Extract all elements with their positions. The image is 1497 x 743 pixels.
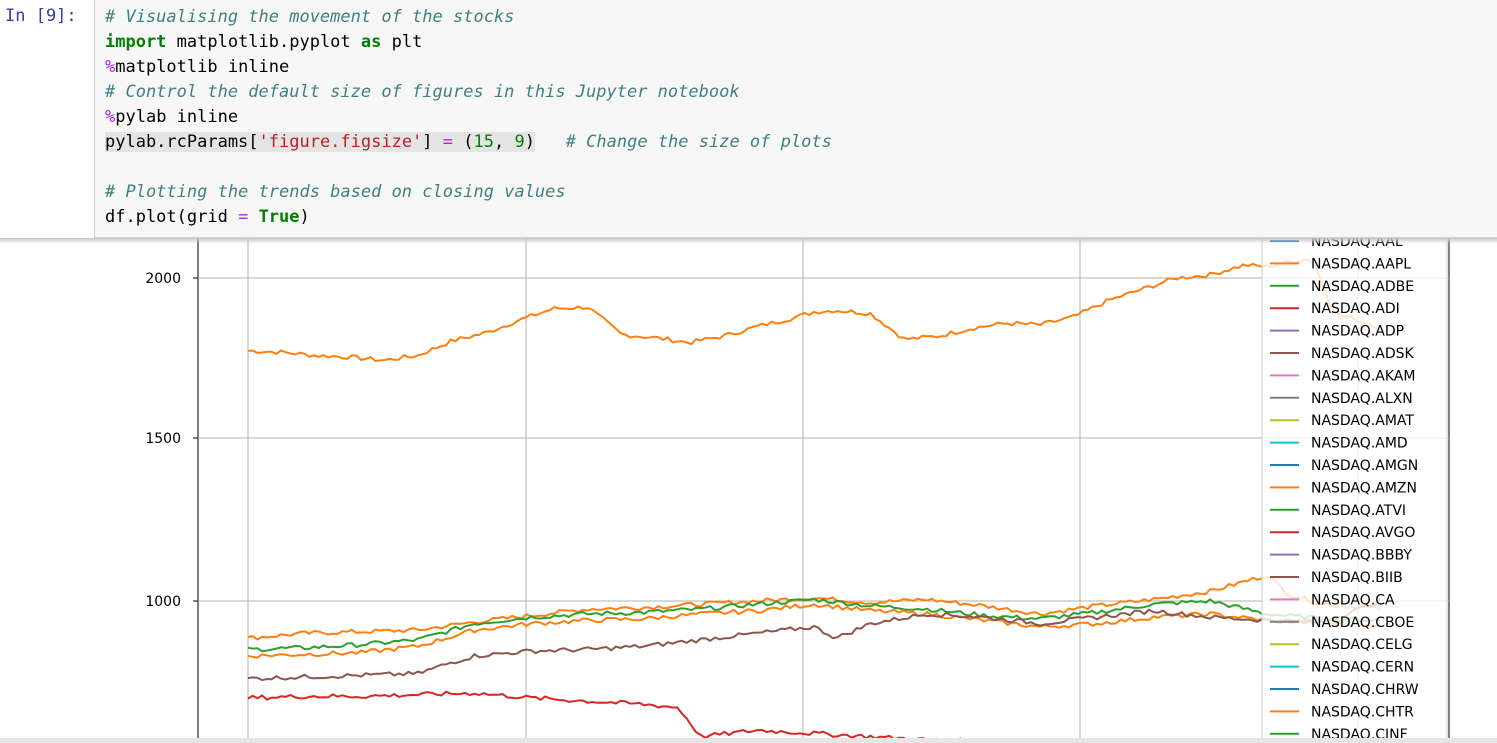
code-line-6: pylab.rcParams['figure.figsize'] = (15, …: [105, 132, 535, 152]
legend-label-8: NASDAQ.AMAT: [1311, 413, 1414, 429]
legend-label-15: NASDAQ.BIIB: [1311, 570, 1403, 586]
stock-line-chart: 100015002000NASDAQ.AALNASDAQ.AAPLNASDAQ.…: [145, 238, 1450, 743]
legend-label-9: NASDAQ.AMD: [1311, 436, 1408, 452]
horizontal-scrollbar[interactable]: [0, 738, 1497, 743]
code-line-3: %matplotlib inline: [105, 57, 290, 77]
code-editor[interactable]: # Visualising the movement of the stocks…: [105, 7, 832, 227]
legend-label-11: NASDAQ.AMZN: [1311, 480, 1417, 496]
legend-label-7: NASDAQ.ALXN: [1311, 391, 1413, 407]
legend-label-21: NASDAQ.CHTR: [1311, 704, 1414, 720]
code-cell-input[interactable]: # Visualising the movement of the stocks…: [94, 0, 1497, 238]
legend-label-1: NASDAQ.AAPL: [1311, 256, 1411, 272]
legend-label-6: NASDAQ.AKAM: [1311, 368, 1415, 384]
series-line-brown: [247, 598, 1381, 682]
legend-label-14: NASDAQ.BBBY: [1311, 548, 1412, 564]
y-tick-label-1500: 1500: [145, 431, 181, 447]
legend-label-20: NASDAQ.CHRW: [1311, 682, 1419, 698]
y-tick-label-2000: 2000: [145, 271, 181, 287]
code-line-4: # Control the default size of figures in…: [105, 82, 740, 102]
legend-label-18: NASDAQ.CELG: [1311, 637, 1413, 653]
code-line-8: # Plotting the trends based on closing v…: [105, 182, 566, 202]
cell-prompt: In [9]:: [5, 6, 77, 26]
legend-label-19: NASDAQ.CERN: [1311, 660, 1414, 676]
code-line-1: # Visualising the movement of the stocks: [105, 7, 515, 27]
legend-label-12: NASDAQ.ATVI: [1311, 503, 1406, 519]
code-line-9: df.plot(grid = True): [105, 207, 310, 227]
legend-label-5: NASDAQ.ADSK: [1311, 346, 1415, 362]
series-line-red: [247, 690, 1018, 743]
output-shadow: [0, 238, 1497, 244]
cell-output: 1000 1500 2000 NASDAQ.AAL NASDAQ.AAPL NASDAQ.…: [0, 238, 1497, 743]
series-line-green: [247, 597, 1381, 653]
code-line-2: import matplotlib.pyplot as plt: [105, 32, 423, 52]
legend-label-13: NASDAQ.AVGO: [1311, 525, 1415, 541]
legend-label-3: NASDAQ.ADI: [1311, 301, 1400, 317]
series-line-upper-orange: [247, 258, 1381, 363]
legend-label-2: NASDAQ.ADBE: [1311, 279, 1414, 295]
series-line-lower-orange: [247, 603, 1381, 659]
legend-box: [1261, 238, 1448, 743]
y-tick-label-1000: 1000: [145, 594, 181, 610]
series-line-mid-orange: [247, 576, 1381, 641]
legend-label-4: NASDAQ.ADP: [1311, 324, 1404, 340]
legend-label-10: NASDAQ.AMGN: [1311, 458, 1418, 474]
legend-label-16: NASDAQ.CA: [1311, 592, 1395, 608]
code-line-5: %pylab inline: [105, 107, 239, 127]
legend-label-17: NASDAQ.CBOE: [1311, 615, 1414, 631]
